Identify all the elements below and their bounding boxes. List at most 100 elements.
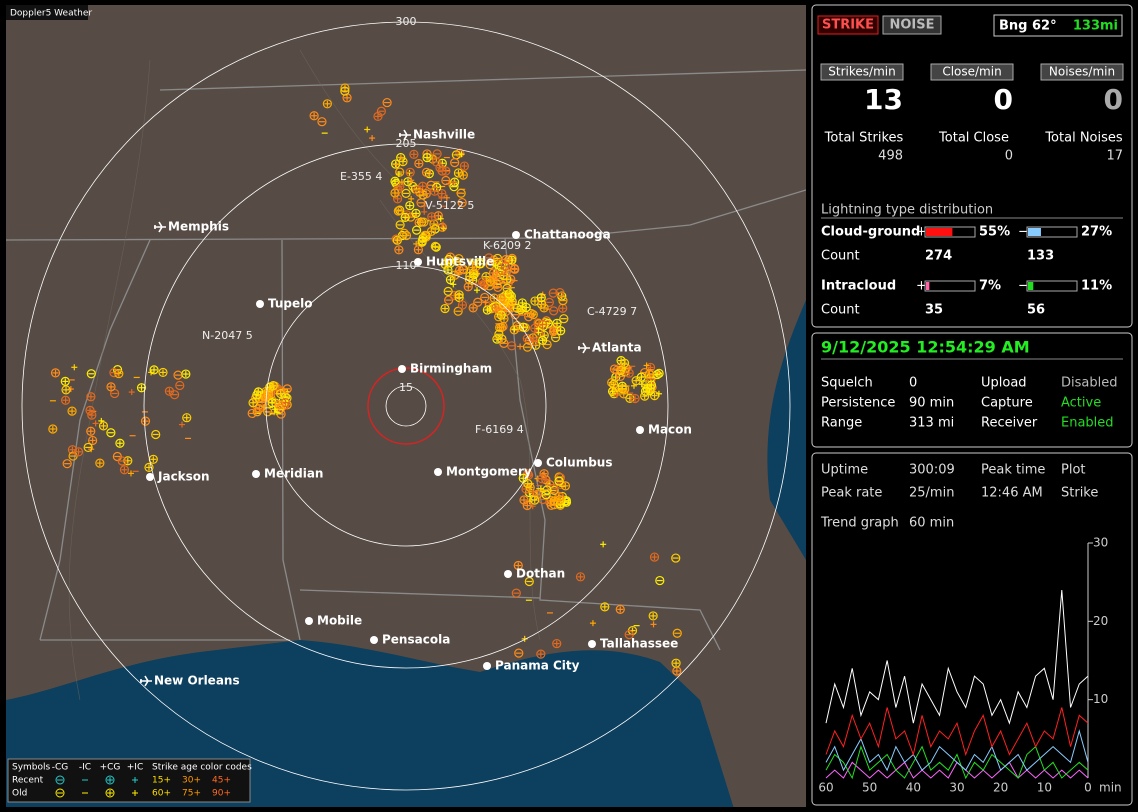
city-dot	[434, 468, 442, 476]
trend-label: Trend graph	[820, 516, 899, 531]
city-label: Panama City	[495, 659, 580, 673]
strikes	[48, 83, 682, 676]
rate-header-label: Strikes/min	[828, 65, 895, 79]
strike-symbol	[549, 496, 559, 506]
strike-symbol	[495, 322, 505, 333]
strike-symbol	[67, 445, 78, 455]
percent-track	[924, 280, 976, 292]
strike-symbol	[555, 495, 565, 505]
legend-age: 30+	[182, 776, 201, 786]
status-label: Range	[821, 416, 862, 431]
strike-symbol	[548, 327, 559, 337]
city-label: Birmingham	[410, 362, 492, 376]
strike-symbol	[414, 158, 424, 169]
strike-symbol	[539, 330, 549, 340]
total-value: 498	[878, 149, 903, 164]
strike-symbol	[392, 235, 402, 245]
strike-symbol	[523, 479, 533, 489]
strike-symbol	[248, 398, 258, 408]
strike-symbol	[149, 365, 159, 375]
strike-symbol	[539, 303, 549, 313]
strike-symbol	[444, 295, 454, 305]
city-label: Tupelo	[268, 297, 313, 311]
x-tick-label: 10	[1037, 781, 1052, 795]
airport-icon	[399, 129, 411, 141]
strike-button[interactable]	[817, 15, 879, 35]
strike-symbol	[556, 326, 566, 336]
strike-symbol	[109, 368, 119, 378]
strike-symbol	[631, 376, 641, 386]
strike-symbol	[151, 429, 161, 440]
city-dot	[398, 365, 406, 373]
strike-symbol	[450, 270, 460, 280]
strike-symbol	[164, 386, 175, 396]
strike-symbol	[441, 175, 451, 186]
bearing-box	[993, 14, 1123, 37]
strike-symbol	[263, 389, 274, 399]
city-label: Memphis	[168, 220, 229, 234]
state-lines	[6, 69, 806, 651]
strike-symbol	[340, 83, 350, 93]
strike-symbol	[522, 342, 533, 352]
legend-age: 75+	[182, 789, 201, 799]
strike-symbol	[552, 318, 562, 328]
strike-symbol	[459, 161, 469, 171]
city-label: New Orleans	[154, 674, 240, 688]
x-tick-label: 50	[862, 781, 877, 795]
city-dot	[588, 640, 596, 648]
strike-symbol	[473, 297, 483, 307]
strike-symbol	[282, 384, 292, 394]
strike-symbol	[672, 628, 682, 638]
sign: +	[916, 225, 927, 240]
strike-symbol	[416, 198, 426, 208]
percent-track	[1026, 226, 1078, 238]
city-dot	[370, 636, 378, 644]
strike-symbol	[468, 303, 478, 313]
ring-label: 110	[396, 259, 417, 272]
strike-symbol	[615, 604, 625, 614]
strike-symbol	[392, 194, 403, 204]
strike-symbol	[395, 205, 405, 215]
noise-button[interactable]	[882, 15, 942, 35]
total-value: 0	[1005, 149, 1013, 164]
strike-symbol	[182, 413, 192, 423]
strike-symbol	[415, 187, 425, 197]
strike-symbol	[491, 303, 501, 313]
trend-line	[825, 707, 1089, 757]
strike-symbol	[492, 334, 502, 344]
city-dot	[305, 617, 313, 625]
strike-symbol	[640, 386, 651, 396]
strike-symbol	[494, 329, 504, 339]
strike-symbol	[322, 99, 332, 109]
strike-symbol	[524, 576, 534, 587]
strike-symbol	[86, 392, 96, 402]
legend-row-label: Old	[12, 789, 27, 799]
trend-value: 25/min	[909, 486, 954, 501]
strike-symbol	[60, 395, 71, 405]
strike-symbol	[48, 424, 58, 434]
total-value: 17	[1106, 149, 1123, 164]
strike-symbol	[671, 553, 681, 563]
strike-symbol	[412, 225, 422, 235]
sign: +	[916, 279, 927, 294]
rate-header-label: Close/min	[942, 65, 1001, 79]
strike-symbol	[117, 456, 127, 466]
strike-symbol	[106, 428, 116, 438]
strike-symbol	[443, 265, 453, 275]
storm-label: N-2047 5	[202, 329, 253, 342]
strike-symbol	[465, 271, 475, 281]
type-label: Intracloud	[821, 279, 896, 294]
strike-symbol	[399, 228, 409, 238]
strike-symbol	[530, 495, 540, 505]
strike-symbol	[50, 368, 61, 378]
strike-symbol	[480, 292, 490, 303]
strike-symbol	[86, 369, 96, 379]
city-dot	[512, 231, 520, 239]
storm-labels: E-355 4 V-5122 5 K-6209 2 N-2047 5 C-4729 7 F…	[202, 170, 637, 436]
x-unit: min	[1099, 781, 1122, 795]
strike-symbol	[513, 560, 523, 571]
strike-symbol	[382, 97, 392, 108]
strike-symbol	[405, 167, 415, 177]
strike-symbol	[411, 208, 421, 218]
